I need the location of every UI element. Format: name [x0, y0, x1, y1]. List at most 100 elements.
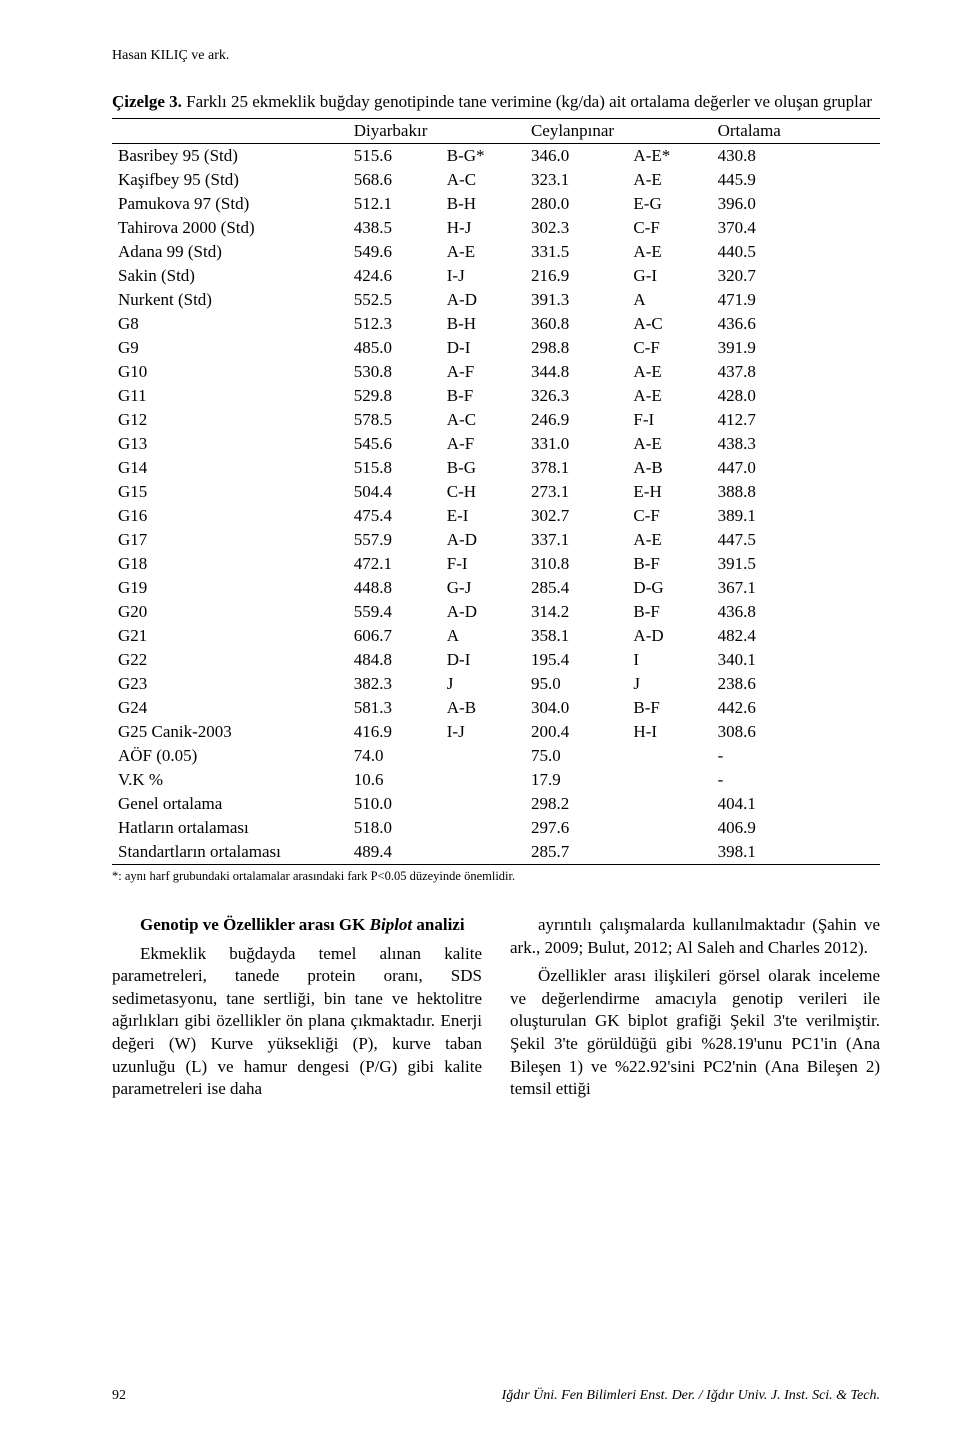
table-cell: B-F — [627, 552, 711, 576]
table-cell: E-I — [441, 504, 525, 528]
table-cell — [441, 768, 525, 792]
table-cell: I-J — [441, 720, 525, 744]
table-cell: A-E — [627, 432, 711, 456]
table-header-cell: Diyarbakır — [348, 119, 441, 144]
table-cell: Tahirova 2000 (Std) — [112, 216, 348, 240]
table-cell: - — [712, 768, 796, 792]
table-cell: 391.5 — [712, 552, 796, 576]
table-cell: 391.9 — [712, 336, 796, 360]
table-cell: Hatların ortalaması — [112, 816, 348, 840]
table-cell: A-C — [441, 168, 525, 192]
table-cell — [796, 528, 880, 552]
body-columns: Genotip ve Özellikler arası GK Biplot an… — [112, 914, 880, 1101]
table-cell: 195.4 — [525, 648, 627, 672]
table-cell: G22 — [112, 648, 348, 672]
table-cell: 559.4 — [348, 600, 441, 624]
table-row: Adana 99 (Std)549.6A-E331.5A-E440.5 — [112, 240, 880, 264]
table-cell: B-G — [441, 456, 525, 480]
table-cell: 17.9 — [525, 768, 627, 792]
table-cell: 75.0 — [525, 744, 627, 768]
table-cell: C-F — [627, 504, 711, 528]
left-column: Genotip ve Özellikler arası GK Biplot an… — [112, 914, 482, 1101]
table-cell: 515.8 — [348, 456, 441, 480]
table-cell: 74.0 — [348, 744, 441, 768]
table-cell: 440.5 — [712, 240, 796, 264]
table-cell: A-E — [441, 240, 525, 264]
table-row: Genel ortalama510.0298.2404.1 — [112, 792, 880, 816]
table-cell — [796, 384, 880, 408]
running-head: Hasan KILIÇ ve ark. — [112, 48, 880, 64]
table-cell — [796, 768, 880, 792]
table-cell: 389.1 — [712, 504, 796, 528]
table-cell — [627, 792, 711, 816]
table-row: G22484.8D-I195.4I340.1 — [112, 648, 880, 672]
table-cell: A-D — [441, 600, 525, 624]
table-cell: 445.9 — [712, 168, 796, 192]
table-cell: B-H — [441, 312, 525, 336]
table-cell — [796, 792, 880, 816]
table-cell: 344.8 — [525, 360, 627, 384]
table-cell: G19 — [112, 576, 348, 600]
table-cell: E-G — [627, 192, 711, 216]
table-cell: 447.0 — [712, 456, 796, 480]
journal-name: Iğdır Üni. Fen Bilimleri Enst. Der. / Iğ… — [502, 1388, 880, 1404]
table-cell: 297.6 — [525, 816, 627, 840]
table-cell — [796, 240, 880, 264]
table-row: G17557.9A-D337.1A-E447.5 — [112, 528, 880, 552]
table-cell: I-J — [441, 264, 525, 288]
table-row: G25 Canik-2003416.9I-J200.4H-I308.6 — [112, 720, 880, 744]
table-cell: G17 — [112, 528, 348, 552]
heading-suffix: analizi — [412, 915, 464, 934]
table-cell: C-F — [627, 216, 711, 240]
table-cell: 406.9 — [712, 816, 796, 840]
table-row: G9485.0D-I298.8C-F391.9 — [112, 336, 880, 360]
table-cell: A-E — [627, 384, 711, 408]
table-cell — [796, 456, 880, 480]
table-cell: F-I — [627, 408, 711, 432]
table-cell: G10 — [112, 360, 348, 384]
table-row: G11529.8B-F326.3A-E428.0 — [112, 384, 880, 408]
table-row: G16475.4E-I302.7C-F389.1 — [112, 504, 880, 528]
table-row: G14515.8B-G378.1A-B447.0 — [112, 456, 880, 480]
table-cell — [796, 216, 880, 240]
page-footer: 92 Iğdır Üni. Fen Bilimleri Enst. Der. /… — [112, 1388, 880, 1404]
table-cell: 337.1 — [525, 528, 627, 552]
table-cell: 530.8 — [348, 360, 441, 384]
table-cell — [796, 336, 880, 360]
table-cell: 310.8 — [525, 552, 627, 576]
table-cell: 430.8 — [712, 144, 796, 169]
table-cell: 382.3 — [348, 672, 441, 696]
table-cell — [796, 504, 880, 528]
table-cell: 489.4 — [348, 840, 441, 865]
table-cell — [796, 360, 880, 384]
table-cell: V.K % — [112, 768, 348, 792]
table-cell — [627, 744, 711, 768]
table-cell: D-G — [627, 576, 711, 600]
table-cell: G-J — [441, 576, 525, 600]
table-row: V.K %10.617.9- — [112, 768, 880, 792]
table-cell: 545.6 — [348, 432, 441, 456]
table-cell: 238.6 — [712, 672, 796, 696]
table-cell: 482.4 — [712, 624, 796, 648]
table-cell: H-I — [627, 720, 711, 744]
table-cell — [627, 816, 711, 840]
table-cell: A-E* — [627, 144, 711, 169]
table-row: Sakin (Std)424.6I-J216.9G-I320.7 — [112, 264, 880, 288]
page-number: 92 — [112, 1388, 126, 1404]
table-cell: 448.8 — [348, 576, 441, 600]
table-cell: D-I — [441, 648, 525, 672]
table-row: Standartların ortalaması489.4285.7398.1 — [112, 840, 880, 865]
table-row: G15504.4C-H273.1E-H388.8 — [112, 480, 880, 504]
table-cell: 568.6 — [348, 168, 441, 192]
table-cell: B-H — [441, 192, 525, 216]
table-cell — [796, 672, 880, 696]
table-cell: 416.9 — [348, 720, 441, 744]
table-cell: Nurkent (Std) — [112, 288, 348, 312]
table-cell — [796, 312, 880, 336]
table-cell — [796, 552, 880, 576]
table-cell: 246.9 — [525, 408, 627, 432]
table-cell: J — [627, 672, 711, 696]
table-cell: 437.8 — [712, 360, 796, 384]
table-cell: 438.3 — [712, 432, 796, 456]
table-cell: Sakin (Std) — [112, 264, 348, 288]
